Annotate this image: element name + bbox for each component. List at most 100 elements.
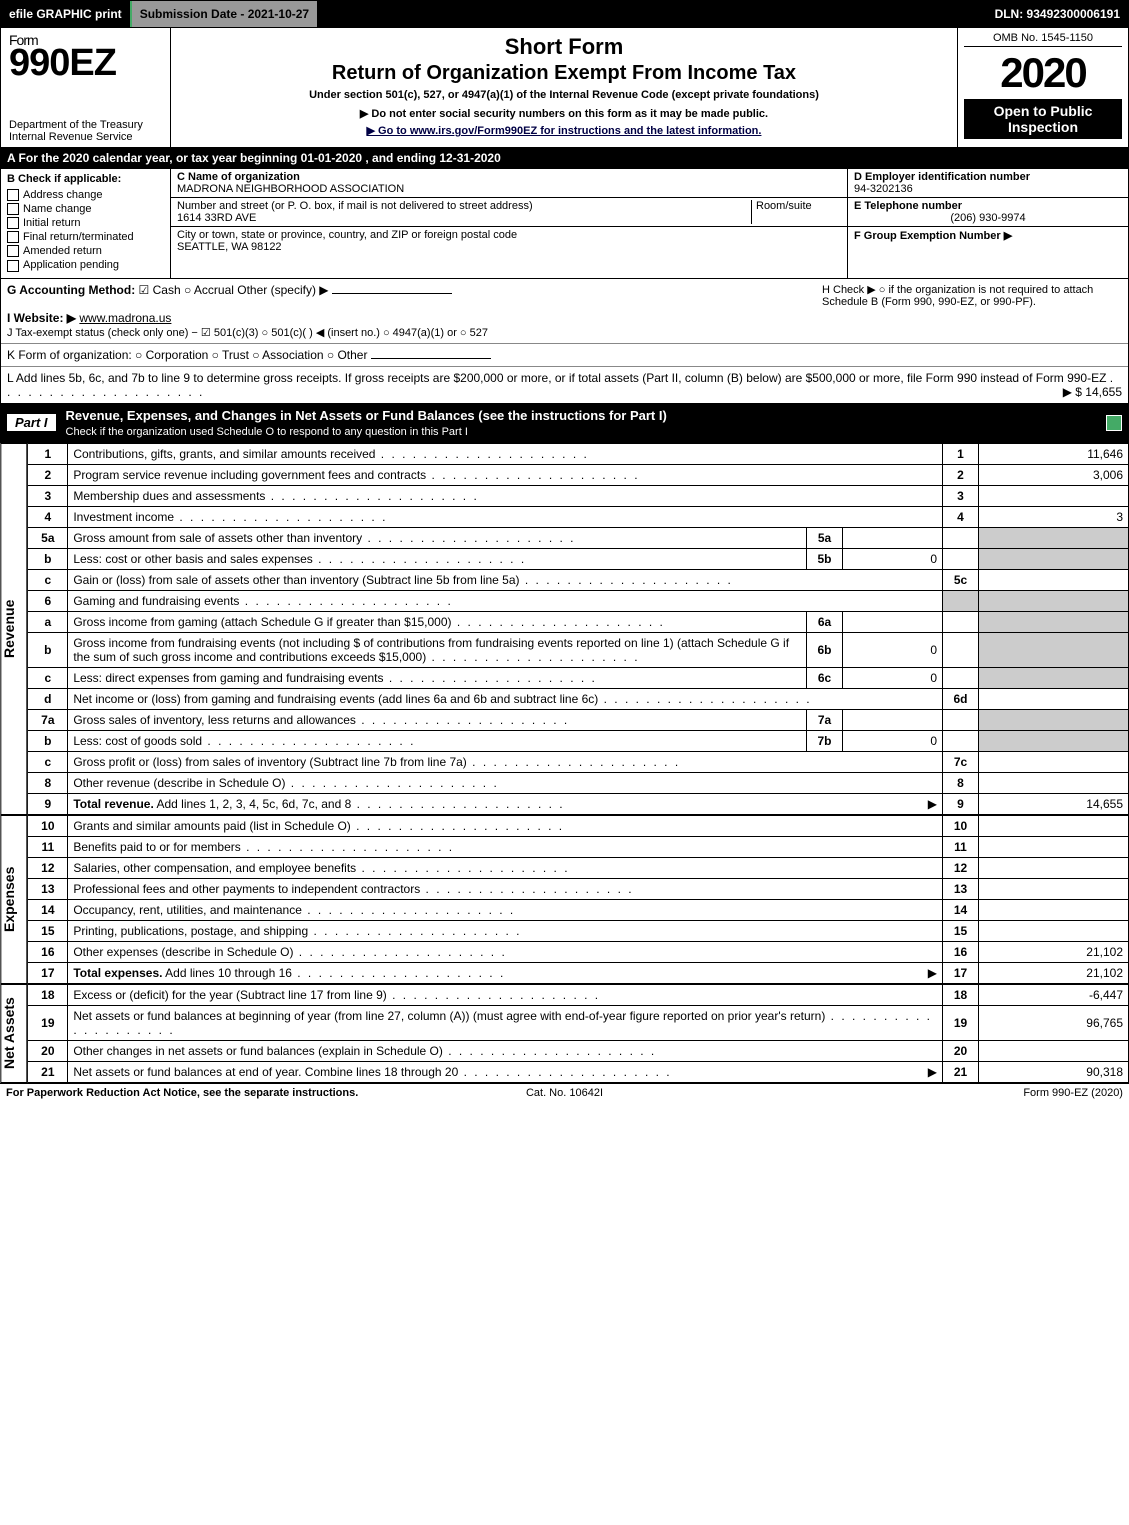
- table-row: 6Gaming and fundraising events: [28, 590, 1129, 611]
- dots-icon: [452, 615, 665, 629]
- column-c-org: C Name of organization MADRONA NEIGHBORH…: [171, 169, 848, 278]
- l-text: L Add lines 5b, 6c, and 7b to line 9 to …: [7, 371, 1106, 385]
- g-options[interactable]: ☑ Cash ○ Accrual Other (specify) ▶: [139, 283, 329, 297]
- line-box-number: [943, 590, 979, 611]
- line-number: 1: [28, 443, 68, 464]
- h-text[interactable]: H Check ▶ ○ if the organization is not r…: [822, 283, 1122, 339]
- line-description: Excess or (deficit) for the year (Subtra…: [68, 984, 943, 1005]
- subtitle: Under section 501(c), 527, or 4947(a)(1)…: [179, 89, 949, 101]
- line-description: Less: cost of goods sold: [68, 730, 807, 751]
- dots-icon: [302, 903, 515, 917]
- irs-link[interactable]: ▶ Go to www.irs.gov/Form990EZ for instru…: [367, 125, 762, 137]
- checkbox-icon[interactable]: [7, 217, 19, 229]
- netassets-side-label: Net Assets: [0, 984, 27, 1083]
- mini-line-number: 6b: [807, 632, 843, 667]
- dots-icon: [598, 692, 811, 706]
- link-instructions[interactable]: ▶ Go to www.irs.gov/Form990EZ for instru…: [179, 124, 949, 137]
- column-b-checkboxes: B Check if applicable: Address change Na…: [1, 169, 171, 278]
- top-bar: efile GRAPHIC print Submission Date - 20…: [0, 0, 1129, 28]
- line-description: Salaries, other compensation, and employ…: [68, 857, 943, 878]
- checkbox-icon[interactable]: [7, 189, 19, 201]
- revenue-section: Revenue 1Contributions, gifts, grants, a…: [0, 443, 1129, 815]
- opt-initial: Initial return: [23, 217, 80, 229]
- phone-value: (206) 930-9974: [854, 212, 1122, 224]
- k-text[interactable]: K Form of organization: ○ Corporation ○ …: [7, 348, 367, 362]
- side-revenue: Revenue: [0, 443, 27, 815]
- header-center: Short Form Return of Organization Exempt…: [171, 28, 958, 147]
- chk-amended-return[interactable]: Amended return: [7, 245, 164, 257]
- line-box-number: 10: [943, 815, 979, 836]
- line-number: c: [28, 667, 68, 688]
- dots-icon: [356, 713, 569, 727]
- opt-final: Final return/terminated: [23, 231, 134, 243]
- cell-e-phone: E Telephone number (206) 930-9974: [848, 198, 1128, 227]
- website-value[interactable]: www.madrona.us: [79, 311, 171, 325]
- line-number: 11: [28, 836, 68, 857]
- opt-pending: Application pending: [23, 259, 119, 271]
- line-description: Gross profit or (loss) from sales of inv…: [68, 751, 943, 772]
- line-description: Membership dues and assessments: [68, 485, 943, 506]
- block-ghijkl: G Accounting Method: ☑ Cash ○ Accrual Ot…: [0, 279, 1129, 404]
- page-footer: For Paperwork Reduction Act Notice, see …: [0, 1083, 1129, 1102]
- chk-application-pending[interactable]: Application pending: [7, 259, 164, 271]
- org-address: 1614 33RD AVE: [177, 212, 256, 224]
- part1-title: Revenue, Expenses, and Changes in Net As…: [66, 408, 667, 423]
- side-netassets: Net Assets: [0, 984, 27, 1083]
- line-description: Grants and similar amounts paid (list in…: [68, 815, 943, 836]
- table-row: 15Printing, publications, postage, and s…: [28, 920, 1129, 941]
- dots-icon: [313, 552, 526, 566]
- line-value: [979, 548, 1129, 569]
- checkbox-icon[interactable]: [7, 231, 19, 243]
- chk-final-return[interactable]: Final return/terminated: [7, 231, 164, 243]
- line-value: [979, 485, 1129, 506]
- omb-number: OMB No. 1545-1150: [964, 32, 1122, 47]
- line-description: Program service revenue including govern…: [68, 464, 943, 485]
- j-tax-exempt[interactable]: J Tax-exempt status (check only one) − ☑…: [7, 327, 488, 339]
- chk-name-change[interactable]: Name change: [7, 203, 164, 215]
- table-row: cLess: direct expenses from gaming and f…: [28, 667, 1129, 688]
- dots-icon: [351, 797, 564, 811]
- mini-line-value: [843, 611, 943, 632]
- checkbox-icon[interactable]: [7, 203, 19, 215]
- line-value: [979, 920, 1129, 941]
- mini-line-value: 0: [843, 667, 943, 688]
- d-label: D Employer identification number: [854, 171, 1030, 183]
- schedule-o-checkbox[interactable]: [1106, 415, 1122, 431]
- opt-address: Address change: [23, 189, 103, 201]
- row-k[interactable]: K Form of organization: ○ Corporation ○ …: [1, 344, 1128, 367]
- line-number: 12: [28, 857, 68, 878]
- dots-icon: [239, 594, 452, 608]
- chk-initial-return[interactable]: Initial return: [7, 217, 164, 229]
- line-description: Gross amount from sale of assets other t…: [68, 527, 807, 548]
- revenue-side-label: Revenue: [0, 443, 27, 815]
- checkbox-icon[interactable]: [7, 260, 19, 272]
- line-box-number: [943, 730, 979, 751]
- line-number: b: [28, 632, 68, 667]
- table-row: 21Net assets or fund balances at end of …: [28, 1061, 1129, 1082]
- line-box-number: 9: [943, 793, 979, 814]
- mini-line-value: 0: [843, 730, 943, 751]
- dots-icon: [265, 489, 478, 503]
- footer-right: Form 990-EZ (2020): [751, 1087, 1123, 1099]
- table-row: 10Grants and similar amounts paid (list …: [28, 815, 1129, 836]
- efile-print-label[interactable]: efile GRAPHIC print: [1, 1, 132, 27]
- k-other-input[interactable]: [371, 358, 491, 359]
- mini-line-number: 6a: [807, 611, 843, 632]
- line-number: d: [28, 688, 68, 709]
- line-box-number: 3: [943, 485, 979, 506]
- line-box-number: 13: [943, 878, 979, 899]
- line-description: Investment income: [68, 506, 943, 527]
- dots-icon: [375, 447, 588, 461]
- chk-address-change[interactable]: Address change: [7, 189, 164, 201]
- title-return: Return of Organization Exempt From Incom…: [179, 62, 949, 85]
- line-number: c: [28, 751, 68, 772]
- g-other-input[interactable]: [332, 293, 452, 294]
- checkbox-icon[interactable]: [7, 245, 19, 257]
- table-row: 17Total expenses. Add lines 10 through 1…: [28, 962, 1129, 983]
- netassets-section: Net Assets 18Excess or (deficit) for the…: [0, 984, 1129, 1083]
- cell-org-addr: Number and street (or P. O. box, if mail…: [171, 198, 847, 227]
- column-def: D Employer identification number 94-3202…: [848, 169, 1128, 278]
- opt-name: Name change: [23, 203, 92, 215]
- dots-icon: [426, 650, 639, 664]
- expenses-section: Expenses 10Grants and similar amounts pa…: [0, 815, 1129, 984]
